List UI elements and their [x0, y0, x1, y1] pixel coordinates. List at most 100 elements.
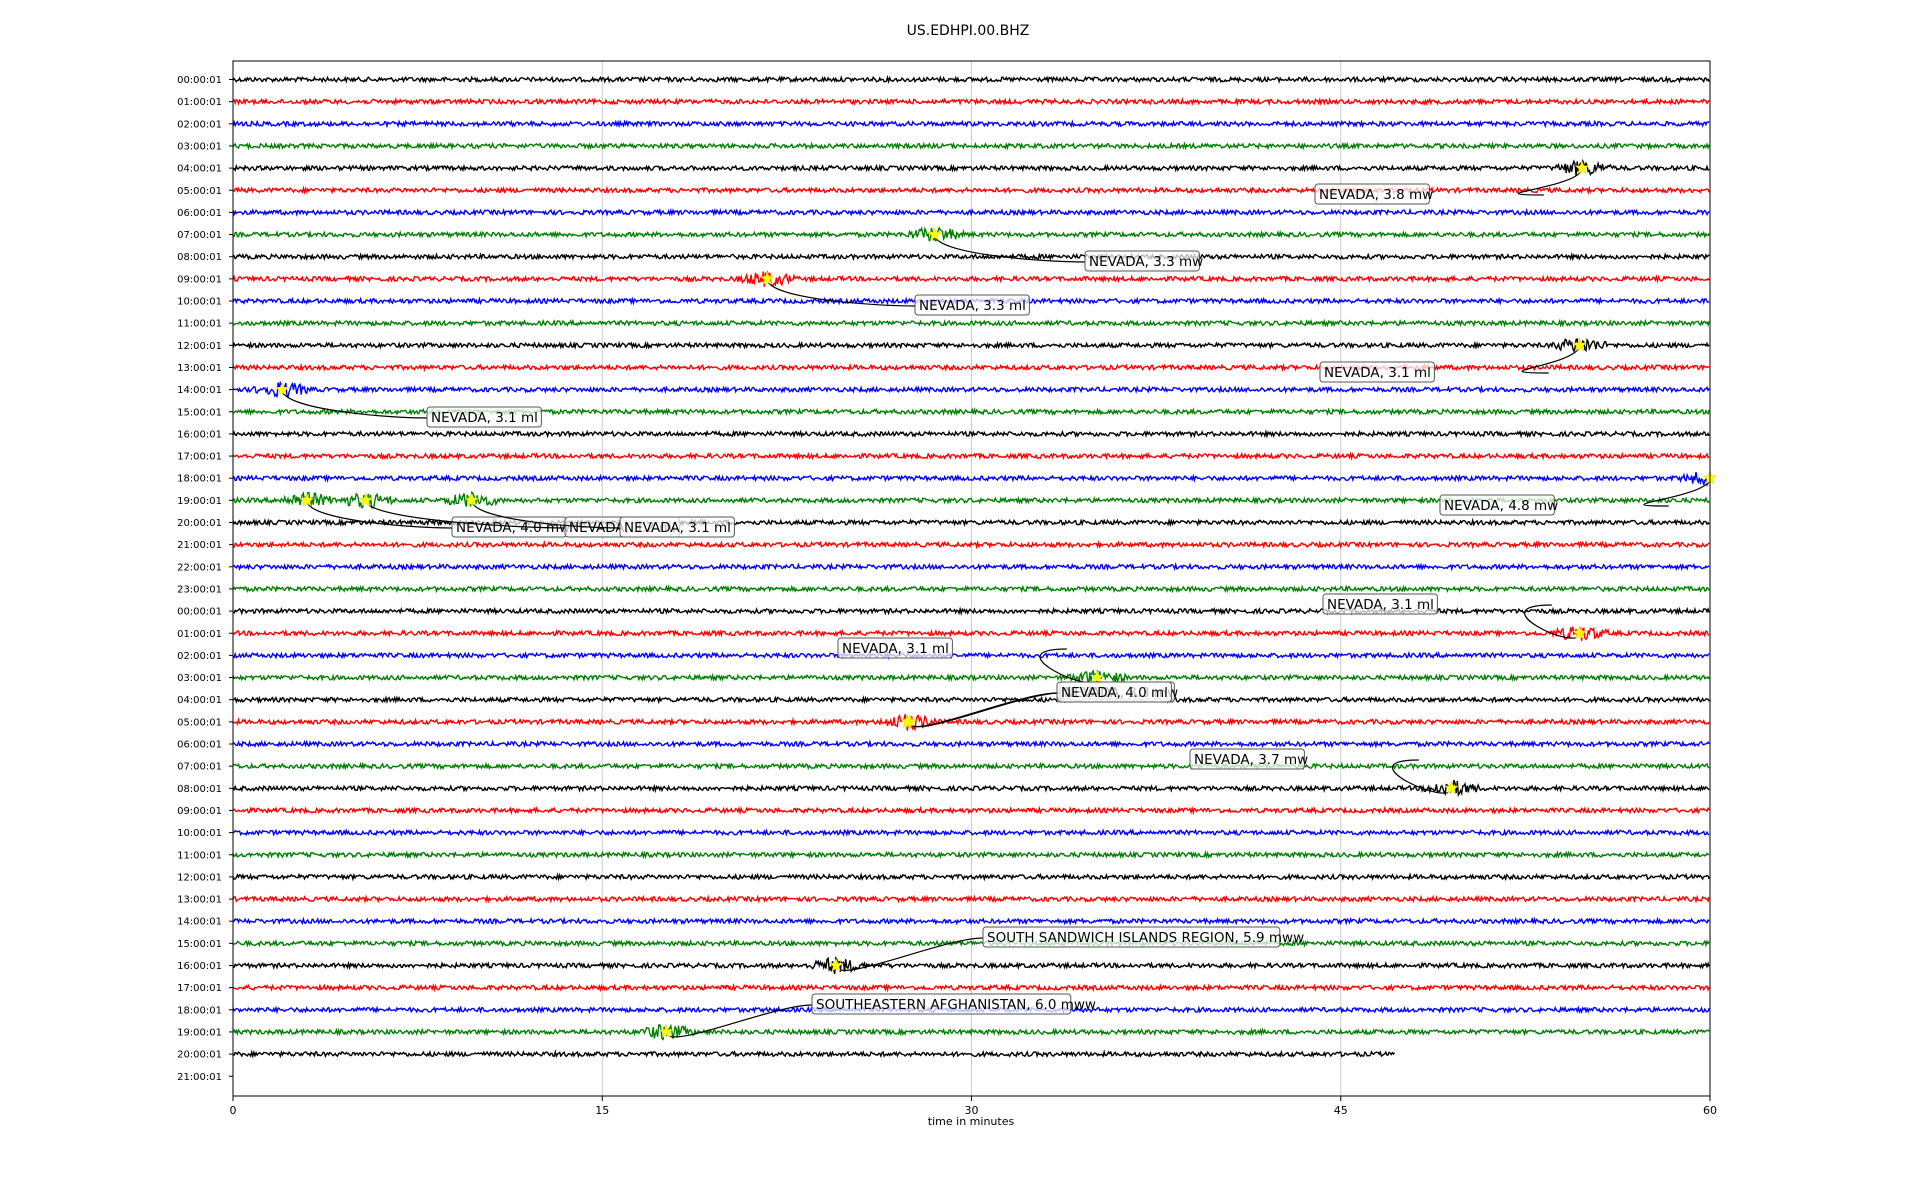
annotation-label: NEVADA, 3.3 mw	[1089, 254, 1203, 270]
hour-label: 18:00:01	[177, 1005, 222, 1016]
event-star-marker	[1574, 160, 1590, 175]
event-annotation: NEVADA, 3.8 mw	[1314, 160, 1590, 205]
annotation-connector	[1643, 478, 1711, 507]
event-annotation: NEVADA, 3.1 ml	[837, 637, 1105, 684]
event-star-marker	[759, 271, 775, 286]
hour-label: 02:00:01	[177, 651, 222, 662]
trace-line	[232, 805, 1710, 816]
hour-label: 10:00:01	[177, 828, 222, 839]
trace-line	[233, 226, 1710, 242]
hour-label: 05:00:01	[177, 717, 222, 728]
annotation-connector	[281, 389, 428, 419]
annotation-connector	[365, 500, 566, 529]
hour-label: 00:00:01	[177, 75, 222, 86]
hour-label: 11:00:01	[177, 850, 222, 861]
annotation-box	[1314, 183, 1430, 205]
trace-line	[232, 158, 1710, 177]
event-annotation: NEVADA, 3.1 ml	[1322, 593, 1587, 640]
event-star-marker	[358, 492, 374, 507]
trace-line	[232, 119, 1710, 129]
event-star-marker	[299, 492, 315, 507]
annotation-label: SOUTHEASTERN AFGHANISTAN, 6.0 mww	[816, 997, 1096, 1013]
event-annotations: NEVADA, 3.8 mw NEVADA, 3.3 mw NEVADA, 3.3 …	[274, 160, 1718, 1039]
annotation-box	[1322, 593, 1438, 615]
annotation-connector	[1524, 604, 1581, 639]
event-annotation: NEVADA, 4.0 ml	[900, 681, 1172, 729]
event-star-marker	[1572, 337, 1587, 352]
hour-label: 11:00:01	[177, 319, 222, 330]
x-tick-label: 15	[595, 1104, 609, 1117]
hour-label: 03:00:01	[177, 673, 222, 684]
trace-line	[232, 337, 1710, 353]
annotation-box	[982, 926, 1281, 948]
hour-label: 02:00:01	[177, 119, 222, 130]
trace-line	[232, 96, 1710, 107]
hour-label: 21:00:01	[177, 540, 222, 551]
annotation-label: NEVADA, 4.0 ml	[1061, 685, 1168, 701]
annotation-label: SOUTH SANDWICH ISLANDS REGION, 5.9 mww	[987, 930, 1304, 946]
hour-labels: 00:00:01 01:00:01 02:00:01 03:00:01 04:00:01…	[177, 75, 233, 1083]
event-star-marker	[1572, 625, 1587, 640]
annotation-connector	[933, 234, 1086, 263]
hour-label: 08:00:01	[177, 252, 222, 263]
hour-label: 13:00:01	[177, 895, 222, 906]
annotation-label: NEVADA, 3.1 ml	[842, 641, 949, 657]
hour-label: 12:00:01	[177, 341, 222, 352]
trace-line	[232, 185, 1710, 195]
trace-line	[232, 251, 1710, 262]
trace-line	[232, 650, 1710, 661]
trace-line	[232, 270, 1710, 287]
annotation-label: NEVADA, 3.1 ml	[1327, 597, 1434, 613]
x-tick-label: 0	[230, 1104, 237, 1117]
hour-label: 09:00:01	[177, 806, 222, 817]
annotation-label: NEVADA, 3.1 ml	[624, 520, 731, 536]
hour-label: 23:00:01	[177, 584, 222, 595]
event-star-marker	[927, 226, 942, 241]
x-tick-label: 60	[1703, 1104, 1717, 1117]
hour-label: 01:00:01	[177, 97, 222, 108]
annotation-box	[837, 637, 953, 659]
hour-label: 22:00:01	[177, 562, 222, 573]
event-star-marker	[1089, 669, 1105, 684]
hour-label: 14:00:01	[177, 917, 222, 928]
annotation-label: NEVADA, 3.8 mw	[1319, 187, 1433, 203]
hour-label: 03:00:01	[177, 141, 222, 152]
annotation-connector	[1517, 167, 1583, 196]
hour-label: 15:00:01	[177, 407, 222, 418]
trace-line	[232, 739, 1710, 749]
annotation-connector	[766, 278, 916, 307]
annotation-box	[1189, 748, 1305, 770]
event-star-marker	[828, 957, 844, 972]
trace-line	[232, 362, 1710, 373]
x-axis-label: time in minutes	[928, 1115, 1015, 1128]
hour-label: 17:00:01	[177, 983, 222, 994]
trace-line	[232, 872, 1710, 882]
trace-line	[232, 561, 1710, 572]
x-tick-label: 45	[1334, 1104, 1348, 1117]
event-annotation: NEVADA, 3.1 ml	[464, 492, 735, 538]
trace-line	[232, 429, 1710, 439]
trace-line	[232, 761, 1710, 771]
event-star-marker	[464, 492, 480, 507]
hour-label: 16:00:01	[177, 961, 222, 972]
annotation-box	[1319, 361, 1435, 383]
annotation-connector	[1521, 345, 1581, 374]
hour-label: 04:00:01	[177, 695, 222, 706]
hour-label: 09:00:01	[177, 274, 222, 285]
annotation-box	[1084, 250, 1200, 272]
annotation-connector	[1391, 759, 1453, 794]
annotation-connector	[835, 937, 984, 971]
annotation-label: NEVADA, 3.1 ml	[1324, 365, 1431, 381]
trace-line	[232, 318, 1710, 328]
annotation-box	[1056, 681, 1172, 703]
hour-label: 12:00:01	[177, 872, 222, 883]
trace-line	[232, 626, 1710, 641]
hour-label: 08:00:01	[177, 784, 222, 795]
hour-label: 00:00:01	[177, 607, 222, 618]
hour-label: 06:00:01	[177, 740, 222, 751]
event-annotation: NEVADA, 3.1 ml	[274, 381, 542, 428]
hour-label: 14:00:01	[177, 385, 222, 396]
hour-label: 01:00:01	[177, 629, 222, 640]
hour-label: 15:00:01	[177, 939, 222, 950]
